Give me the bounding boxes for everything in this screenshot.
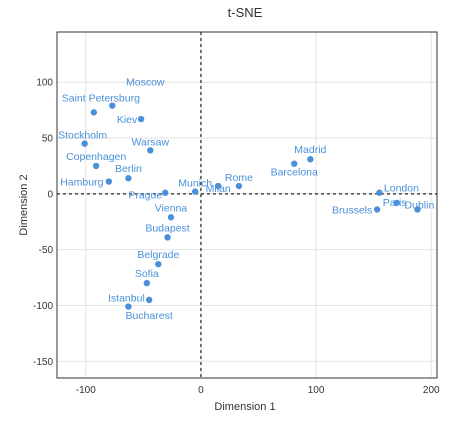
- data-point: [147, 147, 154, 154]
- point-label: Hamburg: [60, 177, 103, 189]
- x-tick-label: -100: [76, 385, 96, 396]
- data-point: [167, 214, 175, 221]
- point-label: Belgrade: [137, 249, 179, 261]
- x-tick-label: 200: [423, 385, 440, 396]
- y-tick-label: -50: [39, 245, 54, 256]
- y-tick-label: 0: [47, 189, 53, 200]
- x-axis-label: Dimension 1: [214, 401, 275, 413]
- tick-labels: -100 0 100 200 -150 -100 -50 0 50 100: [33, 78, 440, 396]
- data-point: [155, 260, 162, 268]
- data-point: [393, 199, 400, 206]
- data-point: [105, 178, 113, 185]
- point-label: Moscow: [126, 77, 165, 89]
- point-label: Munich: [178, 178, 212, 190]
- point-label: Vienna: [155, 202, 188, 214]
- data-point: [162, 189, 169, 196]
- point-label: London: [384, 183, 419, 195]
- data-point: [235, 182, 243, 190]
- data-point: [373, 206, 381, 213]
- point-label: Warsaw: [132, 136, 170, 148]
- point-label: Rome: [225, 172, 253, 184]
- data-point: [137, 115, 145, 123]
- data-point: [125, 175, 132, 182]
- data-point: [81, 140, 88, 147]
- point-label: Saint Petersburg: [62, 92, 140, 104]
- point-label: Budapest: [145, 222, 189, 234]
- data-point: [291, 160, 298, 167]
- x-tick-label: 100: [308, 385, 325, 396]
- data-point: [92, 162, 100, 170]
- data-point: [125, 303, 132, 310]
- point-label: Prague: [128, 190, 162, 202]
- x-tick-label: 0: [198, 385, 204, 396]
- point-label: Madrid: [294, 144, 326, 156]
- data-point: [143, 279, 151, 287]
- point-label: Milan: [206, 183, 231, 195]
- point-label: Bucharest: [125, 310, 172, 322]
- zero-lines: [57, 32, 437, 378]
- point-label: Istanbul: [108, 293, 145, 305]
- point-label: Dublin: [405, 199, 435, 211]
- data-point: [164, 234, 171, 241]
- data-point: [376, 189, 383, 196]
- y-tick-label: -100: [33, 301, 53, 312]
- plot-frame: [56, 31, 438, 379]
- point-labels: Moscow Saint Petersburg Kiev Stockholm Warsa…: [58, 77, 434, 322]
- point-label: Stockholm: [58, 130, 107, 142]
- point-label: Sofia: [135, 268, 159, 280]
- y-tick-label: 50: [42, 134, 54, 145]
- grid-lines: [57, 32, 437, 378]
- y-tick-label: 100: [36, 78, 53, 89]
- point-label: Berlin: [115, 163, 142, 175]
- data-point: [307, 156, 314, 163]
- point-label: Copenhagen: [66, 151, 126, 163]
- data-points: [81, 102, 421, 310]
- point-label: Kiev: [117, 114, 138, 126]
- chart-title: t-SNE: [228, 5, 263, 20]
- data-point: [191, 188, 199, 195]
- data-point: [145, 296, 153, 304]
- point-label: Barcelona: [271, 167, 318, 179]
- y-axis-label: Dimension 2: [18, 174, 30, 235]
- data-point: [215, 182, 222, 190]
- data-point: [90, 109, 98, 116]
- y-tick-label: -150: [33, 357, 53, 368]
- data-point: [109, 102, 116, 109]
- point-label: Paris: [383, 197, 407, 209]
- point-label: Brussels: [332, 204, 372, 216]
- data-point: [414, 206, 421, 213]
